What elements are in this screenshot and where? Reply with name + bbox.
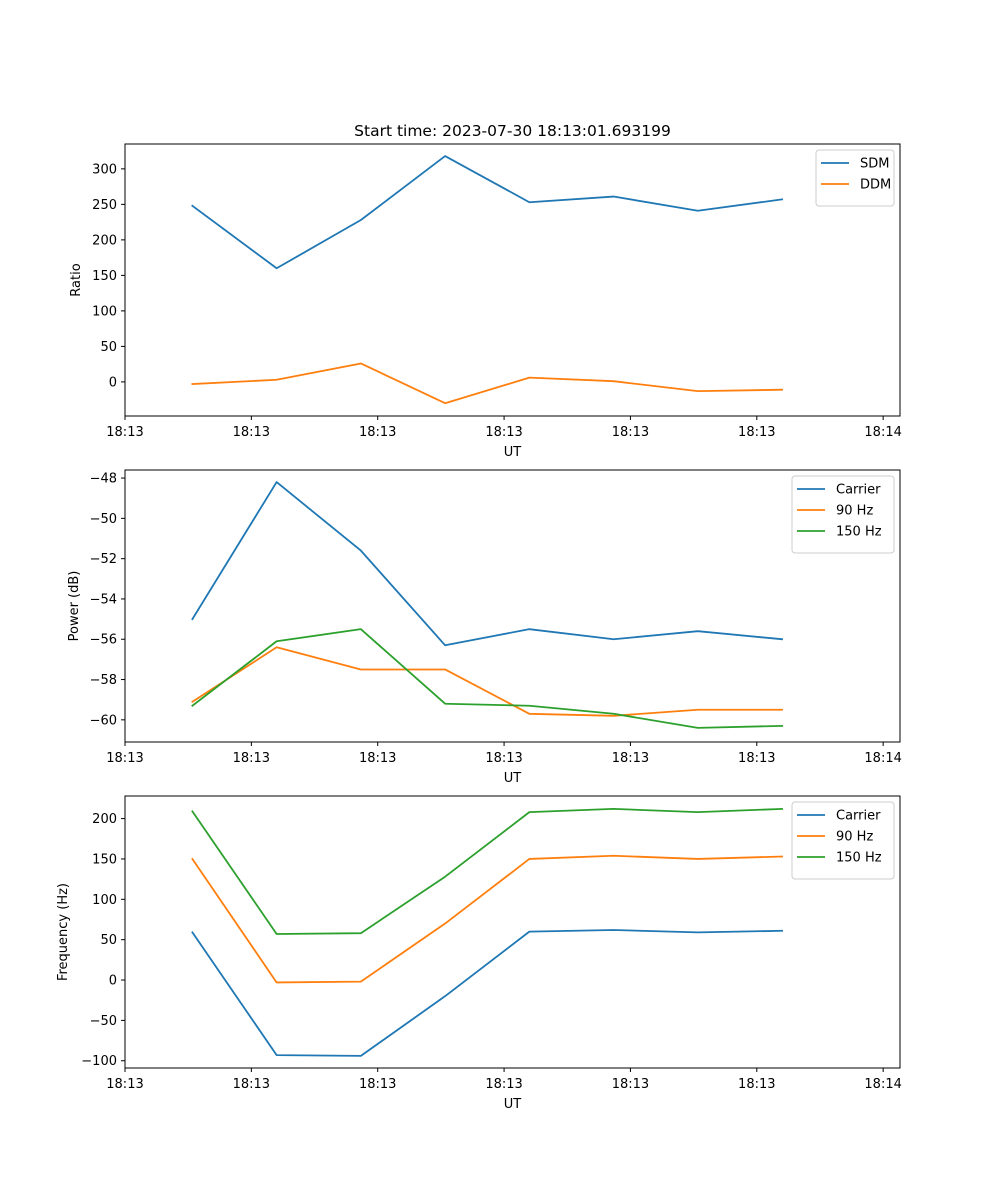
ratio-y-tick-label: 150 (92, 269, 117, 284)
frequency-y-axis-label: Frequency (Hz) (56, 883, 71, 981)
ratio-y-tick-label: 100 (92, 304, 117, 319)
power-x-tick-label: 18:13 (233, 751, 270, 766)
ratio-panel: 18:13 18:13 18:13 18:13 18:13 18:13 18:14 0 50 10… (69, 143, 902, 460)
frequency-x-tick-label: 18:13 (359, 1077, 396, 1092)
power-y-tick-label: −48 (90, 472, 117, 487)
ratio-x-tick-label: 18:13 (106, 425, 143, 440)
frequency-y-tick-label: 200 (92, 812, 117, 827)
frequency-series-90-hz (191, 854, 783, 984)
ratio-x-axis-label: UT (504, 445, 522, 460)
power-x-tick-label: 18:13 (359, 751, 396, 766)
power-x-tick-label: 18:14 (864, 751, 901, 766)
ratio-y-tick-label: 50 (100, 340, 117, 355)
frequency-x-tick-label: 18:13 (233, 1077, 270, 1092)
frequency-legend-label: 90 Hz (836, 830, 873, 845)
ratio-x-tick-label: 18:14 (864, 425, 901, 440)
ratio-legend-label: SDM (860, 157, 889, 172)
frequency-panel: 18:13 18:13 18:13 18:13 18:13 18:13 18:14 −100 −… (56, 795, 902, 1112)
frequency-y-tick-label: 150 (92, 852, 117, 867)
power-y-tick-label: −54 (90, 592, 117, 607)
power-x-tick-label: 18:13 (106, 751, 143, 766)
power-legend-label: 90 Hz (836, 504, 873, 519)
frequency-x-tick-label: 18:13 (485, 1077, 522, 1092)
power-y-tick-label: −50 (90, 512, 117, 527)
ratio-x-tick-label: 18:13 (233, 425, 270, 440)
power-axes-frame (124, 469, 901, 743)
ratio-y-tick-label: 300 (92, 162, 117, 177)
frequency-series-carrier (191, 929, 783, 1057)
ratio-axes-frame (124, 143, 901, 417)
power-x-axis-label: UT (504, 771, 522, 786)
ratio-series-ddm (191, 362, 783, 405)
frequency-x-tick-label: 18:14 (864, 1077, 901, 1092)
power-legend-label: 150 Hz (836, 525, 882, 540)
ratio-x-tick-label: 18:13 (738, 425, 775, 440)
power-series-90-hz (191, 646, 783, 717)
power-x-tick-label: 18:13 (485, 751, 522, 766)
frequency-x-tick-label: 18:13 (738, 1077, 775, 1092)
frequency-x-tick-label: 18:13 (106, 1077, 143, 1092)
power-y-tick-label: −52 (90, 552, 117, 567)
frequency-y-tick-label: −50 (90, 1014, 117, 1029)
power-y-axis-label: Power (dB) (67, 571, 82, 642)
frequency-y-tick-label: 0 (109, 974, 117, 989)
power-y-tick-label: −56 (90, 633, 117, 648)
power-x-tick-label: 18:13 (738, 751, 775, 766)
ratio-series-sdm (191, 155, 784, 270)
ratio-y-tick-label: 0 (109, 375, 117, 390)
power-legend (791, 475, 895, 554)
power-y-tick-label: −58 (90, 673, 117, 688)
frequency-series-150-hz (191, 807, 784, 935)
ratio-x-tick-label: 18:13 (359, 425, 396, 440)
ratio-legend-label: DDM (860, 178, 891, 193)
frequency-y-tick-label: 100 (92, 893, 117, 908)
ratio-x-tick-label: 18:13 (485, 425, 522, 440)
ratio-x-tick-label: 18:13 (612, 425, 649, 440)
power-y-tick-label: −60 (90, 713, 117, 728)
ratio-y-tick-label: 250 (92, 198, 117, 213)
frequency-x-tick-label: 18:13 (612, 1077, 649, 1092)
frequency-axes-frame (124, 795, 901, 1069)
frequency-y-tick-label: −100 (81, 1054, 117, 1069)
ratio-y-tick-label: 200 (92, 233, 117, 248)
power-series-carrier (191, 481, 784, 647)
frequency-legend-label: Carrier (836, 809, 881, 824)
power-series-150-hz (191, 628, 783, 729)
power-x-tick-label: 18:13 (612, 751, 649, 766)
power-legend-label: Carrier (836, 483, 881, 498)
frequency-legend (791, 801, 895, 880)
frequency-x-axis-label: UT (504, 1097, 522, 1112)
frequency-y-tick-label: 50 (100, 933, 117, 948)
ratio-legend (815, 149, 895, 207)
frequency-legend-label: 150 Hz (836, 851, 882, 866)
chart-title: Start time: 2023-07-30 18:13:01.693199 (354, 122, 671, 140)
ratio-y-axis-label: Ratio (69, 263, 84, 296)
power-panel: 18:13 18:13 18:13 18:13 18:13 18:13 18:14 −60 −5… (67, 469, 902, 786)
